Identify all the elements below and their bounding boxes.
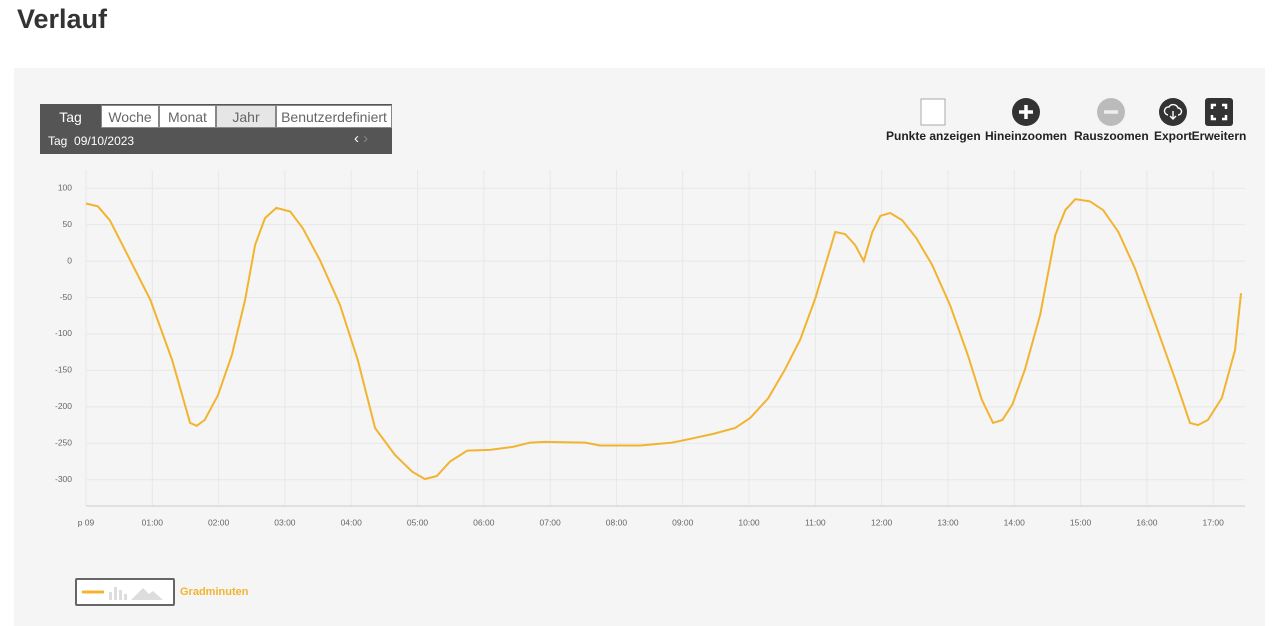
period-date: 09/10/2023 <box>74 134 135 148</box>
tab[interactable]: Woche <box>101 105 159 128</box>
x-tick-label: 17:00 <box>1203 517 1225 527</box>
zoom-in[interactable]: Hineinzoomen <box>985 98 1067 143</box>
y-tick-label: -200 <box>55 401 72 411</box>
legend-label: Gradminuten <box>180 586 249 598</box>
x-tick-label: 12:00 <box>871 517 893 527</box>
period-nav[interactable]: ‹ › <box>354 130 369 147</box>
x-tick-label: 13:00 <box>937 517 959 527</box>
export[interactable]: Export <box>1154 98 1192 143</box>
y-tick-label: -300 <box>55 474 72 484</box>
x-tick-label: 14:00 <box>1004 517 1026 527</box>
x-tick-label: 06:00 <box>473 517 495 527</box>
zoom-out[interactable]: Rauszoomen <box>1074 98 1149 143</box>
x-tick-label: 10:00 <box>738 517 760 527</box>
tab-bar: Tag Woche Monat Jahr Benutzerdefiniert <box>40 104 392 154</box>
y-tick-label: 0 <box>67 255 72 265</box>
toolbar-label: Export <box>1154 129 1193 143</box>
chart-panel <box>14 68 1265 626</box>
x-tick-label: 03:00 <box>274 517 296 527</box>
toolbar-label: Erweitern <box>1191 129 1247 143</box>
x-tick-label: 15:00 <box>1070 517 1092 527</box>
y-tick-label: 100 <box>58 182 72 192</box>
x-tick-label: 16:00 <box>1136 517 1158 527</box>
tab[interactable]: Tag <box>40 105 101 128</box>
x-tick-label: 08:00 <box>606 517 628 527</box>
x-tick-label: 09:00 <box>672 517 694 527</box>
x-tick-label: 05:00 <box>407 517 429 527</box>
y-tick-label: -50 <box>60 292 73 302</box>
icon <box>1159 98 1187 126</box>
x-tick-label: 01:00 <box>142 517 164 527</box>
toolbar-label: Rauszoomen <box>1074 129 1149 143</box>
x-tick-label: 02:00 <box>208 517 230 527</box>
toolbar-label: Hineinzoomen <box>985 129 1068 143</box>
x-tick-label: 07:00 <box>539 517 561 527</box>
y-tick-label: -250 <box>55 438 72 448</box>
y-tick-label: -150 <box>55 365 72 375</box>
icon <box>1097 98 1126 126</box>
tab[interactable]: Jahr <box>216 105 276 128</box>
x-tick-label: 04:00 <box>341 517 363 527</box>
toolbar-label: Punkte anzeigen <box>886 129 981 143</box>
expand[interactable]: Erweitern <box>1187 98 1251 143</box>
legend-toggle[interactable] <box>75 578 175 606</box>
x-tick-label: p 09 <box>78 517 95 527</box>
legend-icons <box>82 587 163 600</box>
toggle-points[interactable]: Punkte anzeigen <box>886 98 981 143</box>
checkbox <box>920 98 946 126</box>
data-line <box>85 198 1243 481</box>
y-tick-label: -100 <box>55 328 72 338</box>
page-title: Verlauf <box>17 4 108 34</box>
y-tick-label: 50 <box>63 219 73 229</box>
x-tick-label: 11:00 <box>805 517 826 527</box>
period: Tag 09/10/2023 <box>48 134 134 148</box>
tab[interactable]: Benutzerdefiniert <box>276 105 392 128</box>
icon <box>1012 98 1040 126</box>
tab[interactable]: Monat <box>159 105 216 128</box>
period-label: Tag <box>48 134 68 148</box>
icon <box>1205 98 1233 126</box>
